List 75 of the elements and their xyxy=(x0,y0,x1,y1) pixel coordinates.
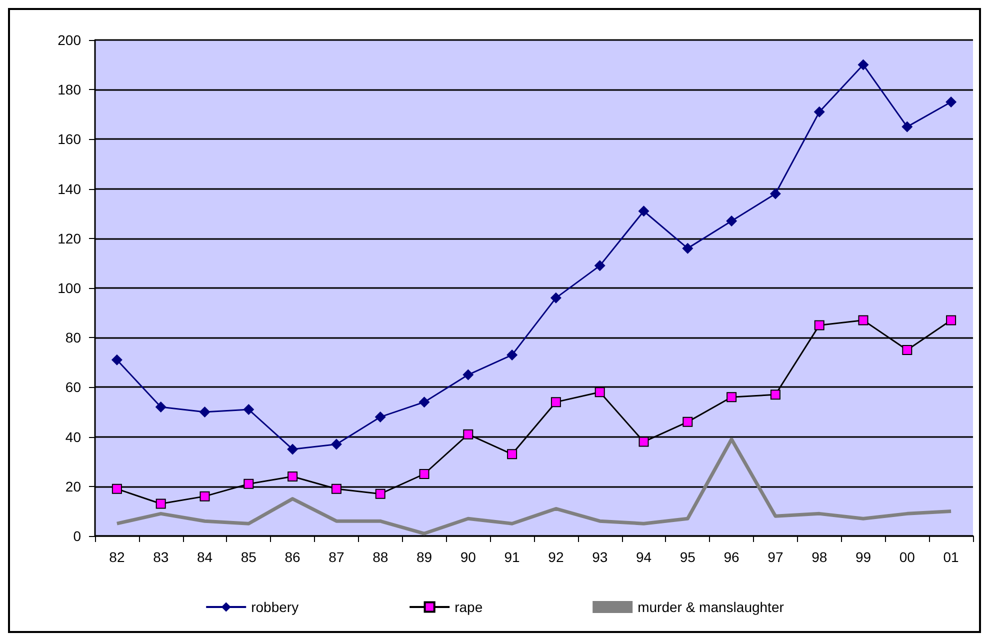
point xyxy=(682,416,693,427)
point xyxy=(111,354,122,366)
point xyxy=(682,242,694,254)
point xyxy=(858,315,868,326)
x-tick-label: 00 xyxy=(899,549,916,565)
point xyxy=(726,392,737,402)
x-tick-label: 92 xyxy=(548,549,564,565)
point xyxy=(418,396,430,408)
point xyxy=(330,438,342,450)
point xyxy=(638,436,649,447)
point xyxy=(156,498,166,509)
point xyxy=(287,444,298,455)
point xyxy=(155,402,166,413)
point xyxy=(550,292,562,304)
x-tick-label: 84 xyxy=(196,549,213,565)
point xyxy=(462,369,474,380)
point xyxy=(200,491,210,502)
point xyxy=(112,484,122,494)
point xyxy=(506,349,518,360)
x-tick-label: 93 xyxy=(592,549,608,565)
point xyxy=(814,320,824,330)
x-tick-label: 89 xyxy=(416,549,432,565)
x-tick-label: 01 xyxy=(943,549,960,565)
x-tick-label: 88 xyxy=(372,549,388,565)
y-tick-label: 160 xyxy=(58,131,82,148)
line-series xyxy=(115,438,953,536)
legend-label: robbery xyxy=(251,599,299,615)
point xyxy=(375,488,386,499)
y-tick-label: 80 xyxy=(65,330,82,346)
x-tick-label: 85 xyxy=(240,549,257,565)
point xyxy=(726,216,738,227)
legend-label: murder & manslaughter xyxy=(638,599,784,615)
point xyxy=(594,260,606,272)
y-tick-label: 180 xyxy=(58,82,82,98)
legend-label: rape xyxy=(454,599,483,615)
point xyxy=(374,411,386,422)
y-tick-label: 140 xyxy=(58,180,82,197)
point xyxy=(902,345,912,355)
x-tick-label: 83 xyxy=(153,549,169,565)
x-tick-label: 97 xyxy=(768,549,784,565)
x-tick-label: 86 xyxy=(284,549,301,565)
point xyxy=(419,469,430,479)
point xyxy=(507,449,518,460)
x-tick-label: 87 xyxy=(328,549,344,565)
x-tick-label: 99 xyxy=(855,549,872,565)
point xyxy=(770,390,780,400)
y-tick-label: 40 xyxy=(65,428,82,445)
point xyxy=(946,96,957,108)
y-tick-label: 120 xyxy=(58,230,82,246)
point xyxy=(244,478,254,489)
point xyxy=(814,106,825,118)
x-tick-label: 96 xyxy=(724,549,740,565)
x-tick-label: 82 xyxy=(109,549,125,565)
x-tick-label: 90 xyxy=(460,549,476,565)
point xyxy=(946,315,956,326)
point xyxy=(243,404,254,416)
point xyxy=(463,429,474,440)
y-tick-label: 60 xyxy=(65,379,82,396)
point xyxy=(331,484,342,494)
point xyxy=(902,121,913,132)
x-tick-label: 94 xyxy=(636,549,652,565)
point xyxy=(638,206,650,217)
point xyxy=(858,59,869,70)
y-tick-label: 0 xyxy=(73,528,82,544)
point xyxy=(550,397,561,408)
point xyxy=(199,406,210,418)
x-tick-label: 95 xyxy=(680,549,696,565)
y-tick-label: 200 xyxy=(58,32,82,48)
point xyxy=(770,188,781,200)
point xyxy=(288,471,298,482)
y-tick-label: 20 xyxy=(65,478,82,494)
point xyxy=(594,387,605,398)
y-tick-label: 100 xyxy=(58,280,82,296)
x-tick-label: 98 xyxy=(812,549,828,565)
x-tick-label: 91 xyxy=(504,549,520,565)
